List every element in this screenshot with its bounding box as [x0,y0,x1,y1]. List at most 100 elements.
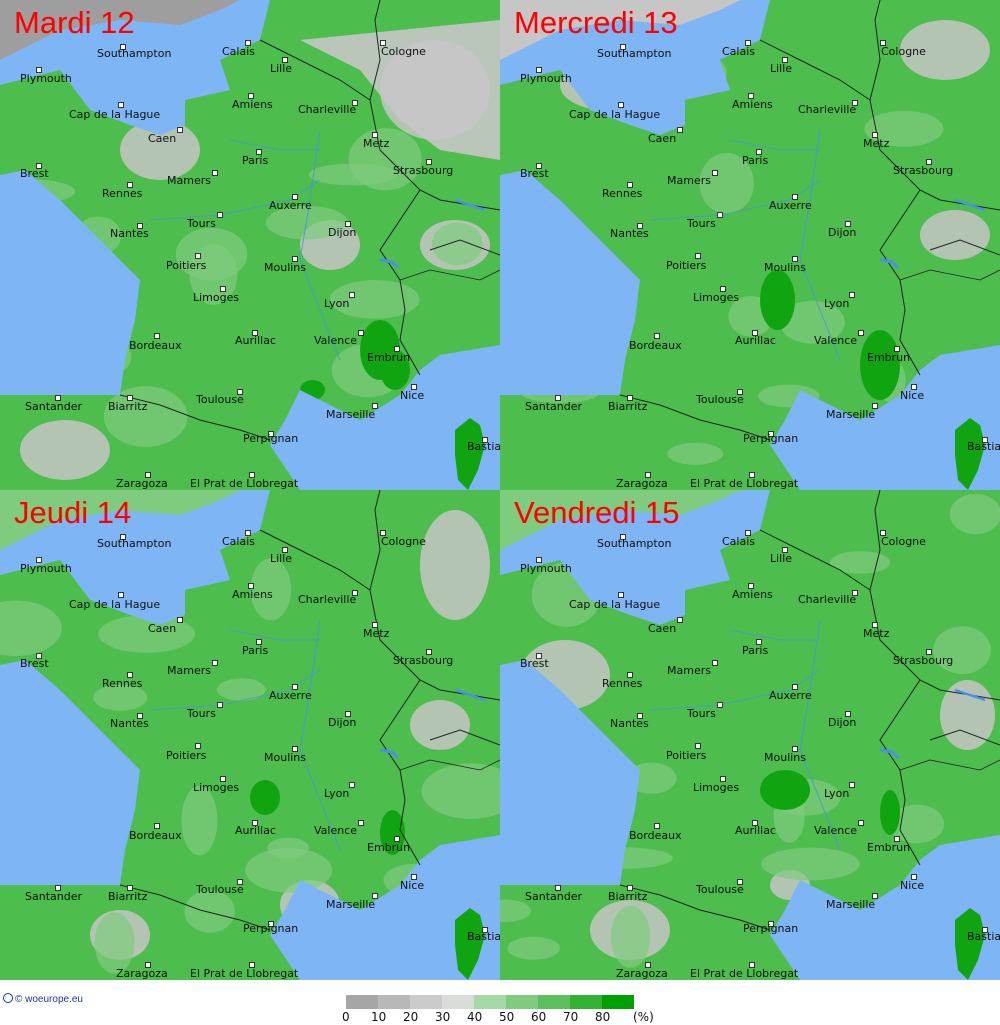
city-label: Amiens [732,98,773,111]
city-label: Mamers [667,174,711,187]
city-label: Metz [863,627,890,640]
city-label: Biarritz [108,400,148,413]
city-label: Calais [722,535,756,548]
city-marker [627,672,633,678]
city-marker [536,557,542,563]
city-marker [358,820,364,826]
city-marker [220,776,226,782]
city-marker [237,389,243,395]
city-marker [745,40,751,46]
city-label: Calais [722,45,756,58]
city-marker [177,127,183,133]
city-label: Nantes [610,717,649,730]
city-marker [426,159,432,165]
legend-swatch [602,995,634,1009]
city-marker [256,639,262,645]
city-label: Embrun [367,351,411,364]
city-label: Aurillac [735,824,776,837]
day-title: Jeudi 14 [14,495,132,530]
city-label: Paris [242,154,269,167]
city-label: Lille [270,552,293,565]
city-marker [695,253,701,259]
city-marker [911,384,917,390]
city-label: Bordeaux [629,829,682,842]
city-marker [292,684,298,690]
city-marker [256,149,262,155]
legend-tick: 20 [403,1010,419,1024]
city-label: Auxerre [769,689,812,702]
city-label: Southampton [97,537,172,550]
city-label: Bastia [967,440,1000,453]
legend-swatch [474,995,506,1009]
city-label: Southampton [97,47,172,60]
city-label: Strasbourg [393,164,454,177]
city-label: Lyon [824,787,850,800]
city-marker [712,660,718,666]
precipitation-map [500,490,1000,980]
city-label: Cap de la Hague [569,598,661,611]
city-marker [372,132,378,138]
city-marker [756,639,762,645]
city-marker [849,292,855,298]
city-label: Caen [148,132,177,145]
city-label: Poitiers [666,259,707,272]
city-label: Paris [742,154,769,167]
city-label: Toulouse [196,393,244,406]
city-label: Paris [242,644,269,657]
legend-tick: 10 [371,1010,387,1024]
city-label: Dijon [328,226,357,239]
city-marker [292,746,298,752]
city-label: Marseille [826,898,876,911]
city-marker [36,653,42,659]
city-marker [372,622,378,628]
day-title: Mardi 12 [14,5,135,40]
city-label: Bastia [967,930,1000,943]
city-marker [127,885,133,891]
city-marker [756,149,762,155]
city-label: Dijon [328,716,357,729]
city-marker [220,286,226,292]
city-label: Lille [270,62,293,75]
city-label: Nice [400,389,425,402]
city-marker [237,879,243,885]
precipitation-map [0,0,500,490]
city-marker [282,547,288,553]
city-label: Cologne [881,535,926,548]
city-marker [55,395,61,401]
city-marker [127,395,133,401]
city-label: Marseille [326,898,376,911]
city-marker [768,431,774,437]
city-label: Moulins [764,751,807,764]
city-label: Marseille [826,408,876,421]
city-marker [982,927,988,933]
city-marker [645,962,651,968]
legend-swatch [442,995,474,1009]
city-marker [268,431,274,437]
legend-swatch [506,995,538,1009]
city-label: Plymouth [520,72,572,85]
city-label: Nice [900,389,925,402]
legend-tick: 70 [563,1010,579,1024]
city-marker [768,921,774,927]
city-marker [852,100,858,106]
city-marker [926,159,932,165]
city-marker [118,592,124,598]
city-label: El Prat de Llobregat [190,967,299,980]
city-label: Rennes [102,187,143,200]
city-label: Valence [314,334,358,347]
city-marker [717,212,723,218]
city-label: Bordeaux [129,829,182,842]
city-marker [849,782,855,788]
city-marker [282,57,288,63]
legend-unit: (%) [633,1010,654,1024]
city-label: Biarritz [608,400,648,413]
city-label: Santander [25,400,82,413]
credit[interactable]: © woeurope.eu [3,993,83,1005]
city-label: Zaragoza [116,477,168,490]
city-marker [737,879,743,885]
city-label: Plymouth [20,72,72,85]
city-label: Cologne [381,45,426,58]
city-label: Aurillac [735,334,776,347]
legend-tick: 0 [342,1010,350,1024]
city-label: Caen [648,132,677,145]
